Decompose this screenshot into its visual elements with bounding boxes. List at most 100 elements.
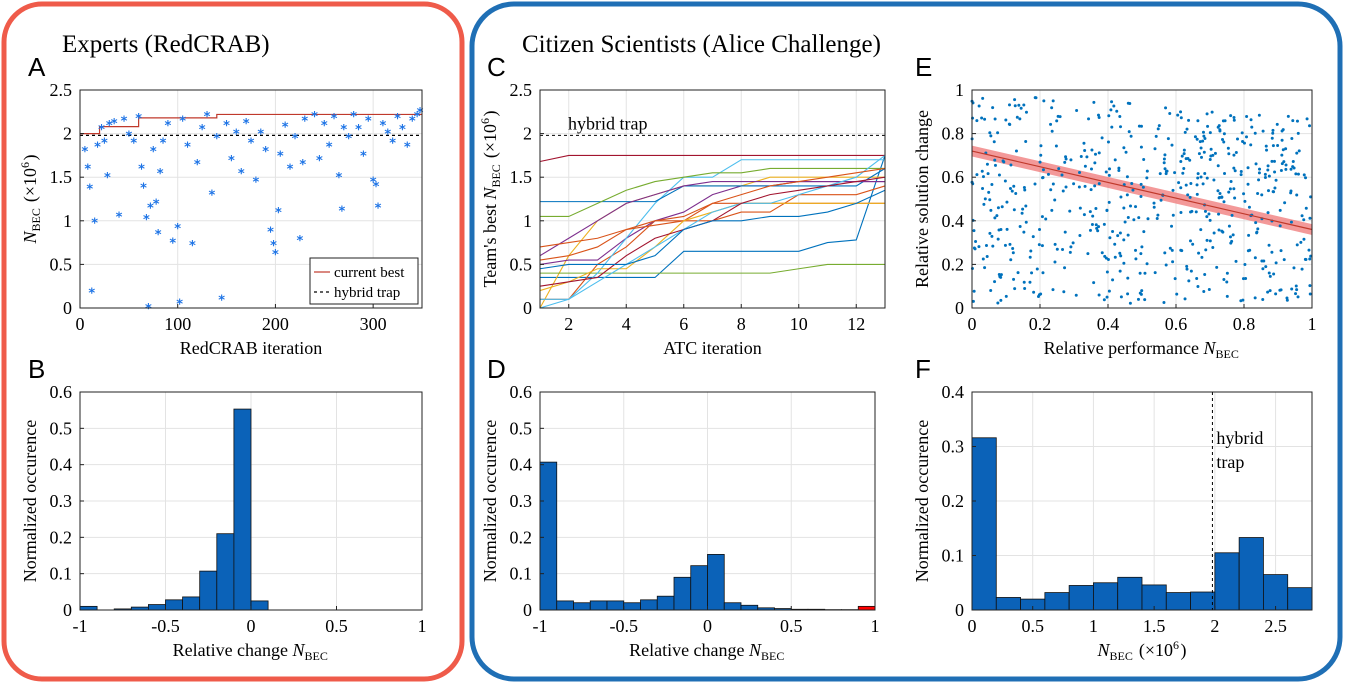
data-point [1274,292,1278,296]
data-point [1060,173,1064,177]
data-point [1285,298,1289,302]
team-series-line [539,189,886,270]
data-point [1171,188,1175,192]
data-point: * [91,217,98,232]
data-point [985,255,989,259]
panel-letter: D [487,354,506,384]
data-point: * [199,123,206,138]
data-point [1233,196,1237,200]
data-point [1294,172,1298,176]
data-point: * [121,115,128,130]
data-point [1272,159,1276,163]
data-point: * [88,286,95,301]
data-point [999,275,1003,279]
data-point [1171,260,1175,264]
data-point [1086,252,1090,256]
data-point: * [311,110,318,125]
data-point [1107,200,1111,204]
histogram-bar [539,461,558,611]
histogram-bar [1238,537,1264,611]
data-point: * [375,202,382,217]
data-point: * [394,112,401,127]
data-point: * [287,162,294,177]
data-point [1182,152,1186,156]
data-point [1113,255,1117,259]
data-point [1266,189,1270,193]
data-point: * [373,180,380,195]
data-point: * [340,123,347,138]
axes-box [539,89,886,309]
data-point [1242,192,1246,196]
data-point [1145,262,1149,266]
data-point [1023,286,1027,290]
data-point [1246,182,1250,186]
data-point [1137,216,1141,220]
data-point [1097,225,1101,229]
data-point [1125,175,1129,179]
data-point [1015,115,1019,119]
data-point [1278,288,1282,292]
data-point [1096,229,1100,233]
data-point [1090,223,1094,227]
data-point [1017,103,1021,107]
y-tick-label: 0 [523,298,532,318]
data-point [1124,150,1128,154]
data-point [1232,166,1236,170]
data-point [1217,124,1221,128]
data-point [1250,125,1254,129]
data-point [993,163,997,167]
reference-line [80,113,422,135]
data-point [1196,172,1200,176]
data-point [1290,137,1294,141]
data-point: * [194,158,201,173]
histogram-bar [1044,592,1070,611]
data-point [1296,172,1300,176]
data-point [1257,113,1261,117]
data-point [1024,204,1028,208]
data-point [1246,249,1250,253]
data-point [1158,172,1162,176]
data-point [1266,290,1270,294]
data-point [1068,250,1072,254]
data-point [1261,129,1265,133]
data-point [1230,239,1234,243]
data-point [1203,272,1207,276]
data-point [1220,195,1224,199]
data-point: * [380,119,387,134]
data-point [1054,144,1058,148]
data-point [1263,176,1267,180]
data-point [1078,234,1082,238]
data-point [1041,168,1045,172]
data-point [1139,252,1143,256]
data-point [990,183,994,187]
data-point [975,173,979,177]
data-point [1040,215,1044,219]
data-point [1119,195,1123,199]
data-point [1218,128,1222,132]
data-point [1113,158,1117,162]
data-point [1180,154,1184,158]
data-point [1139,182,1143,186]
data-point [1014,192,1018,196]
data-point [1239,173,1243,177]
x-tick-label: 12 [847,314,865,334]
data-point [1055,119,1059,123]
data-point [1261,297,1265,301]
data-point: * [213,132,220,147]
data-point [1188,195,1192,199]
data-point [1138,271,1142,275]
y-axis-label: Relative solution change [912,110,932,288]
data-point [1209,147,1213,151]
data-point [1281,128,1285,132]
data-point: * [179,115,186,130]
data-point [1146,217,1150,221]
x-tick-label: -0.5 [151,616,180,636]
data-point [1239,170,1243,174]
data-point: * [345,132,352,147]
data-point: * [296,234,303,249]
data-point [1209,154,1213,158]
data-point: * [153,197,160,212]
data-point [1304,206,1308,210]
data-point [1024,140,1028,144]
data-point [1292,266,1296,270]
